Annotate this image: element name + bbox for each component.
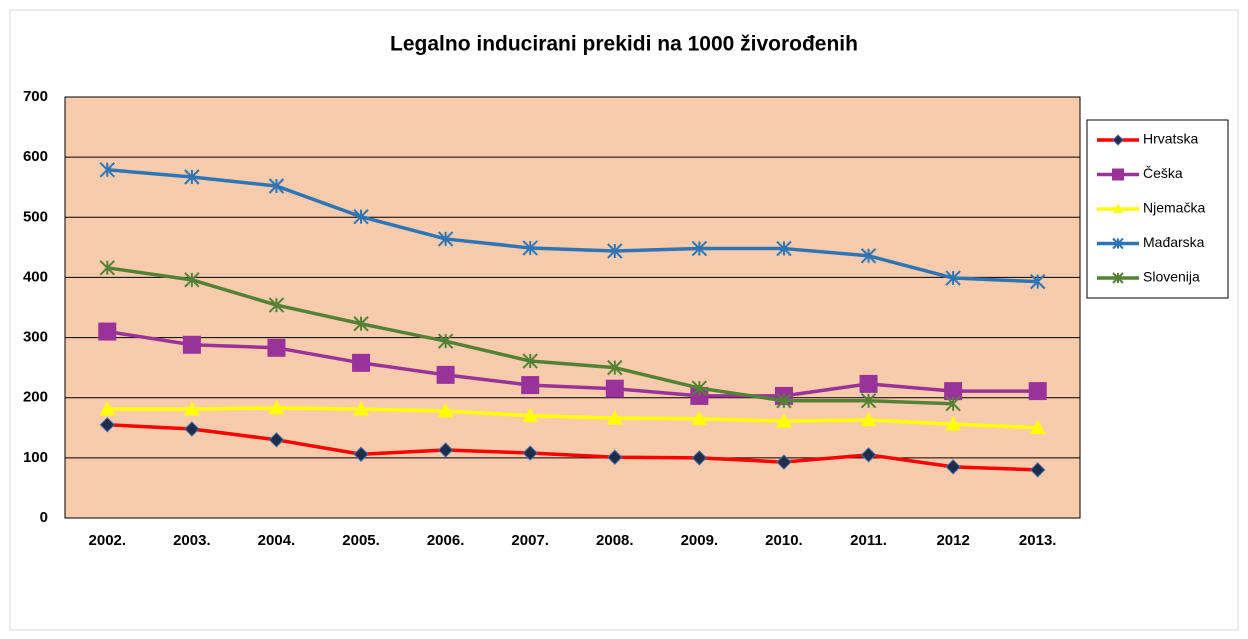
marker (860, 393, 877, 409)
marker (182, 335, 201, 354)
marker (437, 231, 454, 247)
marker (1030, 273, 1046, 290)
x-tick-label: 2003. (173, 532, 211, 549)
marker (1029, 419, 1046, 435)
marker (99, 260, 115, 276)
marker (184, 421, 200, 437)
marker (945, 459, 961, 475)
y-tick-label: 300 (23, 329, 48, 346)
marker (1112, 237, 1124, 250)
marker (945, 396, 961, 412)
x-tick-label: 2006. (427, 532, 465, 549)
marker (606, 410, 623, 425)
marker (945, 416, 962, 431)
marker (944, 382, 963, 401)
marker (99, 417, 115, 433)
marker (691, 380, 708, 396)
marker (691, 410, 708, 426)
y-tick-label: 200 (23, 389, 48, 406)
marker (607, 359, 623, 376)
marker (775, 413, 792, 428)
y-tick-label: 500 (23, 208, 48, 225)
marker (268, 297, 285, 313)
marker (1113, 204, 1123, 213)
marker (860, 447, 877, 463)
marker (1112, 168, 1124, 181)
marker (859, 374, 878, 393)
marker (607, 449, 623, 465)
marker (1112, 134, 1124, 146)
marker (691, 240, 708, 257)
marker (522, 353, 538, 369)
legend-label: Slovenija (1143, 269, 1200, 285)
legend-label: Njemačka (1143, 200, 1205, 216)
legend-label: Češka (1143, 165, 1183, 181)
marker (605, 379, 624, 398)
y-tick-label: 600 (23, 148, 48, 165)
marker (691, 450, 708, 466)
marker (1030, 462, 1046, 478)
chart-title: Legalno inducirani prekidi na 1000 živor… (390, 33, 858, 56)
y-tick-label: 0 (40, 509, 48, 526)
x-tick-label: 2013. (1019, 532, 1057, 549)
x-tick-label: 2010. (765, 532, 803, 549)
series-line (107, 329, 1038, 398)
marker (184, 169, 200, 185)
y-tick-label: 100 (23, 449, 48, 466)
marker (437, 402, 454, 418)
y-tick-label: 400 (23, 268, 48, 285)
series-line (107, 168, 1038, 284)
marker (268, 432, 285, 448)
marker (268, 178, 285, 194)
marker (353, 208, 369, 225)
series-line (107, 423, 1038, 472)
marker (267, 338, 286, 357)
x-tick-label: 2008. (596, 532, 634, 549)
marker (860, 248, 877, 264)
plot-area (64, 96, 1081, 519)
marker (353, 446, 369, 462)
legend-label: Hrvatska (1143, 131, 1198, 147)
marker (1112, 272, 1124, 284)
marker (776, 393, 792, 409)
marker (99, 162, 115, 178)
marker (522, 407, 539, 423)
marker (99, 401, 116, 416)
marker (607, 243, 623, 259)
marker (522, 240, 538, 256)
marker (776, 454, 792, 470)
marker (437, 442, 454, 458)
marker (437, 333, 454, 349)
marker (184, 272, 200, 288)
marker (860, 411, 877, 427)
marker (183, 401, 200, 416)
marker (353, 316, 369, 332)
marker (521, 376, 540, 395)
marker (1028, 382, 1047, 401)
marker (353, 401, 370, 416)
marker (436, 365, 455, 384)
marker (776, 240, 792, 257)
x-tick-label: 2004. (258, 532, 296, 549)
marker (352, 353, 371, 372)
x-tick-label: 2009. (681, 532, 719, 549)
x-tick-label: 2012 (936, 532, 969, 549)
x-tick-label: 2005. (342, 532, 380, 549)
x-tick-label: 2007. (511, 532, 549, 549)
x-tick-label: 2011. (850, 532, 887, 549)
y-tick-label: 700 (23, 88, 48, 105)
marker (945, 270, 961, 286)
marker (98, 322, 117, 341)
legend-label: Mađarska (1143, 234, 1205, 250)
x-tick-label: 2002. (89, 532, 127, 549)
marker (268, 399, 285, 415)
marker (522, 445, 538, 461)
series-line (107, 406, 1038, 430)
